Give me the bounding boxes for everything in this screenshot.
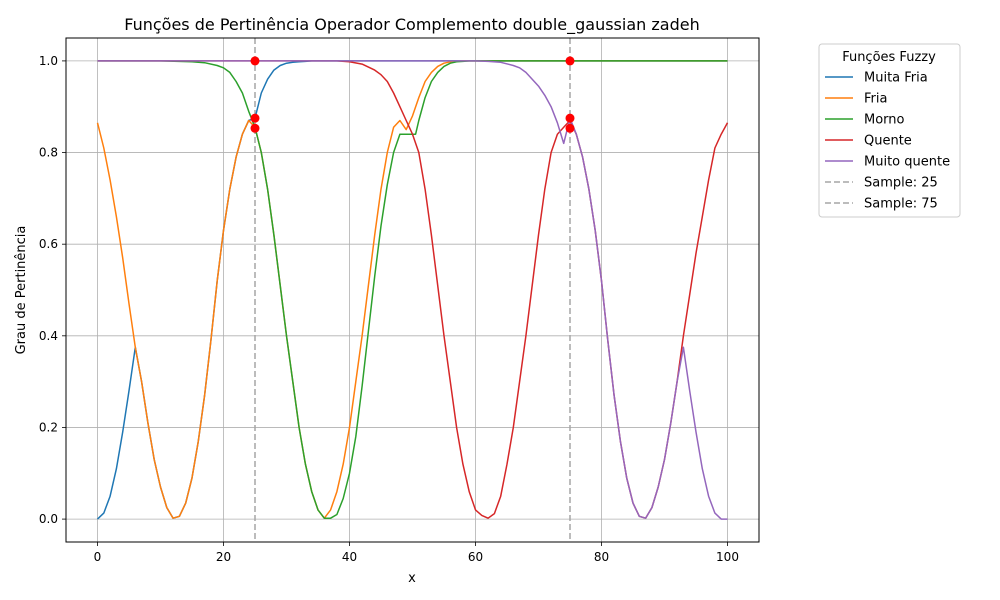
y-tick-label: 0.2: [39, 420, 58, 434]
series-line: [97, 60, 728, 520]
legend-label: Fria: [864, 92, 887, 107]
x-tick-label: 0: [94, 550, 102, 564]
y-tick-label: 0.4: [39, 329, 58, 343]
legend-label: Quente: [864, 134, 912, 149]
y-tick-label: 0.0: [39, 512, 58, 526]
sample-marker: [250, 56, 260, 66]
x-tick-label: 20: [216, 550, 231, 564]
sample-marker: [565, 113, 575, 123]
legend-label: Muito quente: [864, 155, 950, 170]
x-axis-label: x: [408, 571, 416, 586]
legend-label: Morno: [864, 113, 905, 128]
y-tick-label: 1.0: [39, 54, 58, 68]
sample-marker: [565, 56, 575, 66]
sample-markers: [250, 56, 575, 133]
series-line: [96, 60, 728, 519]
sample-marker: [250, 113, 260, 123]
series-line: [97, 60, 729, 519]
legend-entries: Muita Fria Fria Morno Quente Muito quente Sam…: [825, 71, 950, 212]
x-tick-label: 40: [342, 550, 357, 564]
x-tick-label: 100: [716, 550, 739, 564]
x-tick-label: 80: [594, 550, 609, 564]
legend-label: Sample: 75: [864, 197, 938, 212]
legend: Funções Fuzzy Muita FriaFriaMornoQuenteM…: [818, 43, 961, 218]
x-tick-label: 60: [468, 550, 483, 564]
series-lines: [96, 60, 729, 520]
sample-marker: [565, 123, 575, 133]
series-line: [96, 60, 728, 520]
legend-label: Sample: 25: [864, 176, 938, 191]
axis-ticks: 0 20 40 60 80 100 0.0 0.2 0.4 0.6 0.8 1.0: [39, 54, 739, 564]
y-tick-label: 0.8: [39, 146, 58, 160]
chart-title: Funções de Pertinência Operador Compleme…: [124, 15, 699, 35]
sample-marker: [250, 123, 260, 133]
legend-title: Funções Fuzzy: [842, 50, 936, 65]
legend-label: Muita Fria: [864, 71, 928, 86]
series-line: [97, 60, 728, 519]
plot-frame: [65, 37, 760, 543]
y-axis-label: Grau de Pertinência: [14, 226, 29, 355]
y-tick-label: 0.6: [39, 237, 58, 251]
legend-box: [818, 43, 961, 218]
